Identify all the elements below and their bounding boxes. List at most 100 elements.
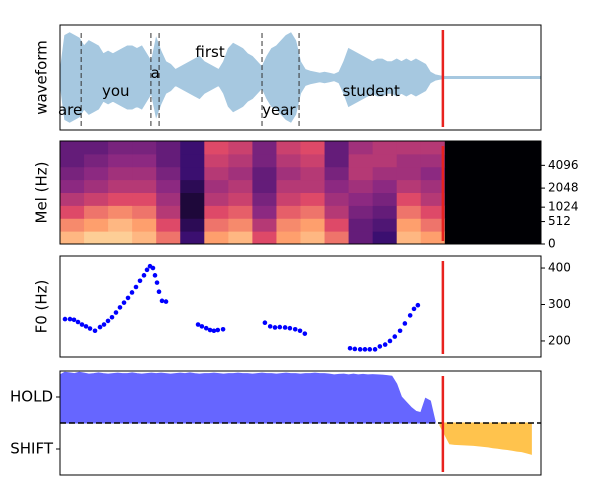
word-label: are: [58, 101, 82, 119]
spectrogram-cell: [204, 192, 229, 206]
spectrogram-cell: [468, 141, 494, 155]
spectrogram-cell: [84, 218, 109, 232]
spectrogram-cell: [420, 179, 446, 193]
f0-point: [71, 317, 77, 323]
spectrogram-cell: [420, 141, 446, 155]
spectrogram-cell: [108, 141, 133, 155]
f0-point: [97, 324, 103, 330]
spectrogram-cell: [396, 179, 422, 193]
spectrogram-cell: [444, 153, 470, 168]
y-tick-label: 4096: [548, 158, 579, 172]
spectrogram-cell: [132, 205, 157, 219]
spectrogram-cell: [276, 179, 301, 193]
spectrogram-cell: [348, 218, 374, 232]
spectrogram-cell: [204, 218, 229, 232]
spectrogram-cell: [132, 231, 157, 245]
spectrogram-cell: [60, 218, 85, 232]
f0-point: [407, 313, 413, 318]
spectrogram-cell: [180, 218, 205, 232]
spectrogram-cell: [228, 153, 253, 168]
spectrogram-cell: [204, 231, 229, 245]
spectrogram-cell: [60, 153, 85, 168]
f0-point: [297, 328, 303, 334]
spectrogram-cell: [324, 141, 350, 155]
spectrogram-cell: [156, 205, 181, 219]
spectrogram-cell: [300, 205, 326, 219]
spectrogram-cell: [204, 153, 229, 168]
panel-frame: [59, 24, 542, 131]
spectrogram-cell: [228, 141, 253, 155]
spectrogram-cell: [276, 192, 301, 206]
f0-point: [387, 338, 393, 344]
spectrogram-cell: [396, 153, 422, 168]
spectrogram-cell: [444, 218, 470, 232]
f0-point: [367, 347, 373, 352]
spectrogram-cell: [372, 166, 398, 181]
spectrogram-cell: [84, 205, 109, 219]
f0-point: [267, 324, 273, 329]
y-tick-label: 512: [548, 214, 571, 228]
y-axis-label: waveform: [33, 40, 51, 115]
spectrogram-cell: [180, 141, 205, 155]
f0-point: [392, 334, 398, 339]
word-label: first: [195, 43, 224, 61]
spectrogram-cell: [492, 192, 518, 206]
f0-point: [133, 284, 139, 290]
f0-point: [402, 321, 408, 326]
f0-point: [129, 290, 135, 295]
spectrogram-cell: [108, 192, 133, 206]
word-label: a: [151, 64, 160, 82]
spectrogram-cell: [420, 153, 446, 168]
f0-point: [302, 331, 308, 336]
spectrogram-cell: [516, 231, 542, 245]
f0-point: [144, 267, 150, 273]
f0-point: [282, 325, 288, 330]
spectrogram-cell: [300, 192, 326, 206]
spectrogram-cell: [60, 141, 85, 155]
spectrogram-cell: [228, 166, 253, 181]
f0-point: [67, 316, 73, 322]
f0-point: [203, 325, 209, 331]
spectrogram-cell: [252, 141, 277, 155]
spectrogram-cell: [444, 166, 470, 181]
spectrogram-cell: [324, 179, 350, 193]
spectrogram-cell: [396, 141, 422, 155]
f0-point: [411, 306, 417, 312]
spectrogram-cell: [420, 192, 446, 206]
word-label: year: [262, 101, 296, 119]
spectrogram-cell: [396, 205, 422, 219]
spectrogram-cell: [300, 153, 326, 168]
spectrogram-cell: [60, 205, 85, 219]
f0-point: [113, 310, 119, 315]
spectrogram-cell: [324, 192, 350, 206]
f0-point: [215, 327, 221, 333]
spectrogram-cell: [516, 141, 542, 155]
spectrogram-cell: [516, 166, 542, 181]
spectrogram-cell: [492, 166, 518, 181]
spectrogram-cell: [156, 218, 181, 232]
spectrogram-cell: [180, 192, 205, 206]
spectrogram-cell: [252, 192, 277, 206]
spectrogram-cell: [180, 153, 205, 168]
spectrogram-cell: [276, 153, 301, 168]
panel-frame: [59, 370, 542, 476]
y-tick-label: 200: [548, 333, 571, 347]
spectrogram-cell: [252, 218, 277, 232]
spectrogram-cell: [84, 166, 109, 181]
f0-point: [397, 328, 403, 334]
spectrogram-cell: [396, 218, 422, 232]
spectrogram-cell: [468, 218, 494, 232]
spectrogram-cell: [468, 179, 494, 193]
f0-point: [287, 325, 293, 331]
spectrogram-cell: [180, 231, 205, 245]
f0-point: [377, 344, 383, 349]
f0-point: [362, 347, 368, 352]
y-axis-label: Mel (Hz): [33, 162, 51, 224]
f0-point: [79, 322, 85, 327]
spectrogram-cell: [228, 179, 253, 193]
spectrogram-cell: [300, 218, 326, 232]
spectrogram-cell: [276, 166, 301, 181]
spectrogram-cell: [108, 179, 133, 193]
spectrogram-cell: [444, 192, 470, 206]
